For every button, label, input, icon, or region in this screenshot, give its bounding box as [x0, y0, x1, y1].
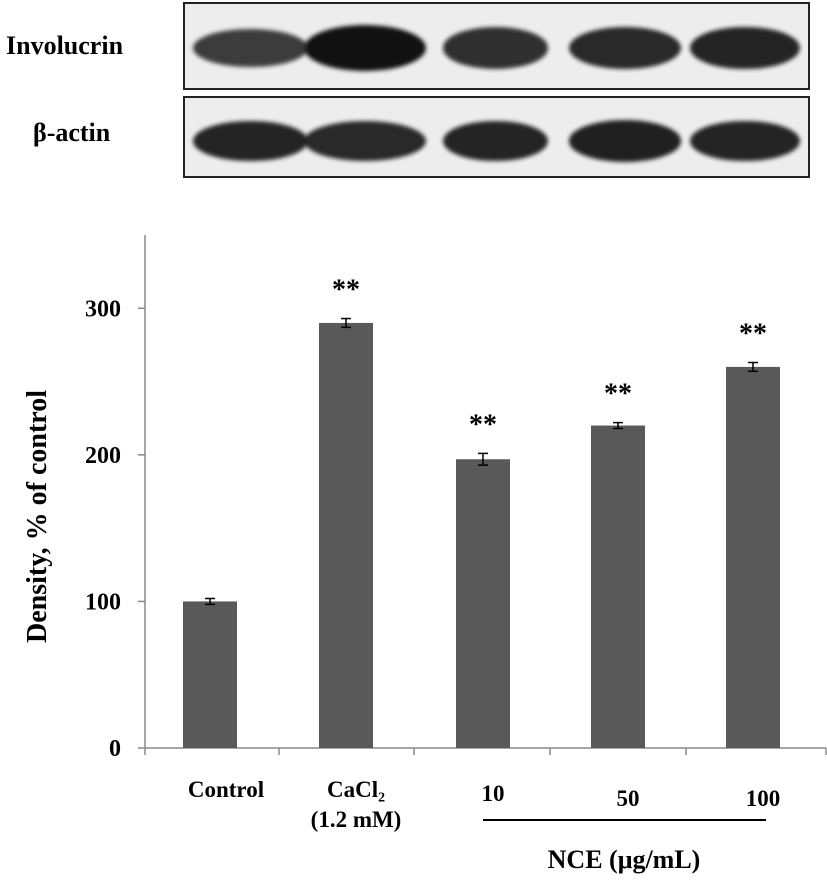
blot-band	[442, 120, 548, 162]
category-label: 10	[482, 781, 505, 806]
significance-label: **	[739, 319, 767, 350]
bar	[183, 601, 237, 748]
blot-band	[304, 121, 426, 161]
blot-band	[569, 27, 681, 69]
y-tick-label: 100	[85, 589, 121, 615]
blot-panel-involucrin	[183, 2, 810, 90]
category-label: Control	[188, 777, 264, 802]
blot-label-beta-actin: β-actin	[33, 118, 111, 147]
group-label: NCE (μg/mL)	[548, 845, 701, 874]
blot-band	[569, 120, 681, 162]
blot-band	[304, 25, 426, 71]
blot-band	[690, 120, 800, 162]
bar	[591, 425, 645, 748]
y-tick-label: 0	[109, 736, 121, 762]
significance-label: **	[469, 409, 497, 440]
category-label: 50	[617, 786, 640, 811]
y-tick-label: 300	[85, 296, 121, 322]
y-tick-label: 200	[85, 443, 121, 469]
blot-band	[192, 28, 308, 68]
significance-label: **	[604, 379, 632, 410]
blot-label-involucrin: Involucrin	[6, 31, 124, 60]
bar	[456, 459, 510, 748]
chart-bars	[183, 317, 780, 748]
blot-band	[442, 27, 548, 69]
blot-band	[192, 120, 308, 162]
category-label: 100	[746, 786, 781, 811]
significance-label: **	[332, 275, 360, 306]
blot-panel-beta-actin	[183, 96, 810, 178]
y-axis-title: Density, % of control	[22, 390, 53, 643]
blot-band	[690, 26, 800, 70]
chart-labels: 0 100 200 300 Density, % of control ** ** ** ** C…	[22, 275, 780, 874]
category-label: CaCl₂ (1.2 mM)	[311, 777, 402, 832]
bar	[726, 366, 780, 748]
bar	[319, 322, 373, 748]
